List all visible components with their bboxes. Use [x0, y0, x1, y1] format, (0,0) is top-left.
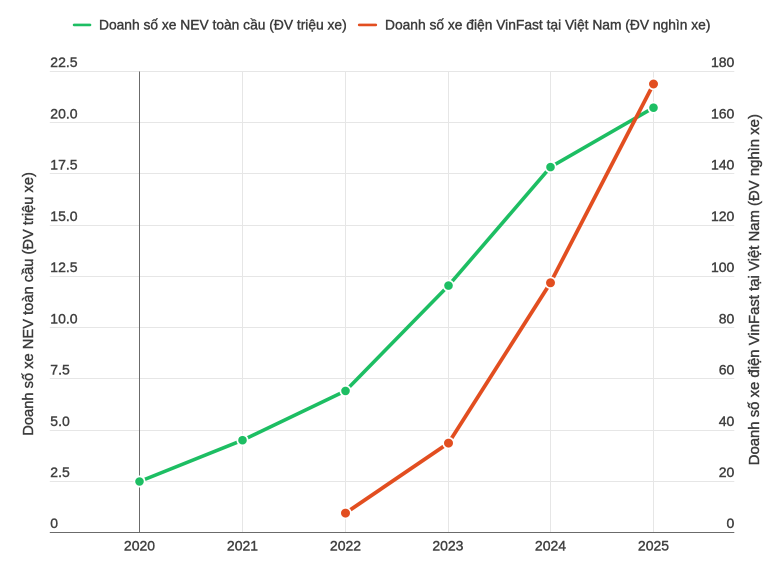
svg-text:20: 20 [719, 464, 735, 480]
svg-text:5.0: 5.0 [50, 413, 70, 429]
svg-text:120: 120 [711, 208, 735, 224]
svg-text:2021: 2021 [227, 538, 258, 554]
svg-text:60: 60 [719, 362, 735, 378]
svg-text:20.0: 20.0 [50, 105, 77, 121]
svg-text:180: 180 [711, 54, 735, 70]
svg-text:15.0: 15.0 [50, 208, 77, 224]
svg-text:10.0: 10.0 [50, 310, 77, 326]
svg-text:22.5: 22.5 [50, 54, 77, 70]
svg-text:0: 0 [50, 515, 58, 531]
svg-text:Doanh số xe điện VinFast tại V: Doanh số xe điện VinFast tại Việt Nam (Đ… [747, 114, 763, 465]
svg-text:100: 100 [711, 259, 735, 275]
svg-text:7.5: 7.5 [50, 362, 70, 378]
svg-text:Doanh số xe NEV toàn cầu (ĐV t: Doanh số xe NEV toàn cầu (ĐV triệu xe) [21, 172, 37, 436]
svg-text:160: 160 [711, 105, 735, 121]
svg-text:2.5: 2.5 [50, 464, 70, 480]
svg-text:2020: 2020 [124, 538, 155, 554]
svg-text:Doanh số xe điện VinFast tại V: Doanh số xe điện VinFast tại Việt Nam (Đ… [385, 18, 710, 33]
svg-text:40: 40 [719, 413, 735, 429]
svg-text:0: 0 [727, 515, 735, 531]
svg-text:2022: 2022 [330, 538, 361, 554]
svg-text:2023: 2023 [432, 538, 463, 554]
svg-text:12.5: 12.5 [50, 259, 77, 275]
svg-text:140: 140 [711, 157, 735, 173]
svg-text:2024: 2024 [535, 538, 566, 554]
svg-text:17.5: 17.5 [50, 157, 77, 173]
svg-text:80: 80 [719, 310, 735, 326]
svg-text:2025: 2025 [638, 538, 669, 554]
svg-text:Doanh số xe NEV toàn cầu (ĐV t: Doanh số xe NEV toàn cầu (ĐV triệu xe) [99, 18, 347, 33]
